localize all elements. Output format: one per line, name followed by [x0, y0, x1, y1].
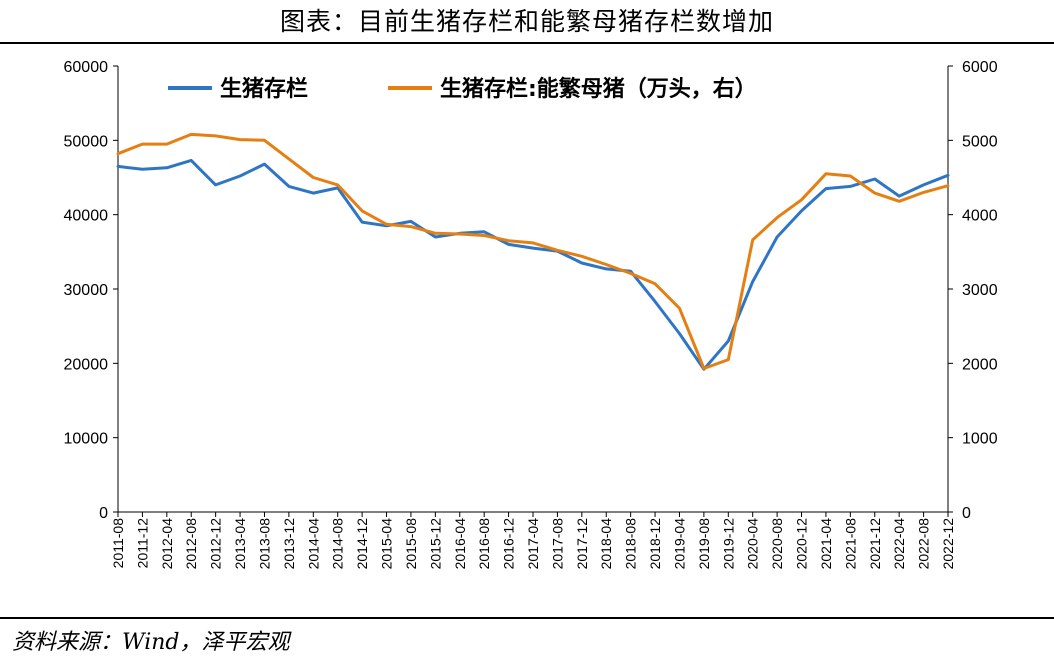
x-tick-label: 2022-12 — [940, 518, 956, 570]
y-left-tick-label: 40000 — [64, 208, 109, 225]
series-line-2 — [116, 132, 950, 370]
x-tick-label: 2014-12 — [354, 518, 370, 570]
x-tick-label: 2021-08 — [842, 518, 858, 570]
y-right-tick-label: 0 — [962, 505, 971, 522]
x-tick-label: 2016-04 — [452, 518, 468, 570]
x-tick-label: 2019-04 — [671, 518, 687, 570]
x-tick-label: 2017-08 — [549, 518, 565, 570]
y-right-tick-label: 6000 — [962, 59, 998, 76]
line-chart: 0 10000 20000 30000 40000 50000 60000 0 1000 2000… — [64, 59, 998, 569]
top-rule — [0, 42, 1054, 44]
y-right-tick-label: 5000 — [962, 133, 998, 150]
chart-title: 图表：目前生猪存栏和能繁母猪存栏数增加 — [279, 7, 774, 36]
x-tick-label: 2017-04 — [525, 518, 541, 570]
x-tick-label: 2015-08 — [403, 518, 419, 570]
y-left-tick-label: 50000 — [64, 133, 109, 150]
bottom-rule — [0, 617, 1054, 619]
x-tick-label: 2016-12 — [501, 518, 517, 570]
series-line-1 — [116, 158, 950, 371]
y-left-tick-label: 0 — [99, 505, 108, 522]
axes: 0 10000 20000 30000 40000 50000 60000 0 1000 2000… — [64, 59, 998, 569]
x-tick-label: 2011-12 — [134, 518, 150, 569]
x-tick-label: 2022-08 — [916, 518, 932, 570]
x-tick-label: 2013-08 — [256, 518, 272, 570]
x-tick-label: 2012-08 — [183, 518, 199, 570]
x-tick-label: 2019-12 — [720, 518, 736, 570]
legend-label-series-2: 生猪存栏:能繁母猪（万头，右） — [440, 76, 757, 102]
x-tick-label: 2013-12 — [281, 518, 297, 570]
x-tick-label: 2012-12 — [208, 518, 224, 570]
series-layer — [116, 132, 950, 371]
x-tick-label: 2020-04 — [745, 518, 761, 570]
legend-label-series-1: 生猪存栏 — [220, 76, 308, 102]
x-tick-label: 2015-04 — [379, 518, 395, 570]
x-tick-label: 2018-04 — [598, 518, 614, 570]
y-left-tick-label: 10000 — [64, 431, 109, 448]
y-right-tick-label: 4000 — [962, 208, 998, 225]
x-tick-label: 2018-08 — [623, 518, 639, 570]
x-tick-label: 2021-04 — [818, 518, 834, 570]
legend: 生猪存栏 生猪存栏:能繁母猪（万头，右） — [168, 76, 757, 102]
y-right-tick-label: 1000 — [962, 431, 998, 448]
x-tick-label: 2012-04 — [159, 518, 175, 570]
x-tick-label: 2015-12 — [427, 518, 443, 570]
x-tick-label: 2022-04 — [891, 518, 907, 570]
x-tick-label: 2014-08 — [330, 518, 346, 570]
y-right-tick-label: 3000 — [962, 282, 998, 299]
x-tick-label: 2014-04 — [305, 518, 321, 570]
y-right-tick-label: 2000 — [962, 356, 998, 373]
y-left-tick-label: 60000 — [64, 59, 109, 76]
x-tick-label: 2020-08 — [769, 518, 785, 570]
x-tick-label: 2020-12 — [794, 518, 810, 570]
y-left-tick-label: 30000 — [64, 282, 109, 299]
x-tick-label: 2011-08 — [110, 518, 126, 569]
x-tick-label: 2017-12 — [574, 518, 590, 570]
source-note: 资料来源：Wind，泽平宏观 — [12, 630, 290, 655]
x-tick-label: 2021-12 — [867, 518, 883, 570]
x-tick-label: 2013-04 — [232, 518, 248, 570]
x-tick-label: 2016-08 — [476, 518, 492, 570]
y-left-tick-label: 20000 — [64, 356, 109, 373]
x-tick-label: 2019-08 — [696, 518, 712, 570]
x-tick-label: 2018-12 — [647, 518, 663, 570]
